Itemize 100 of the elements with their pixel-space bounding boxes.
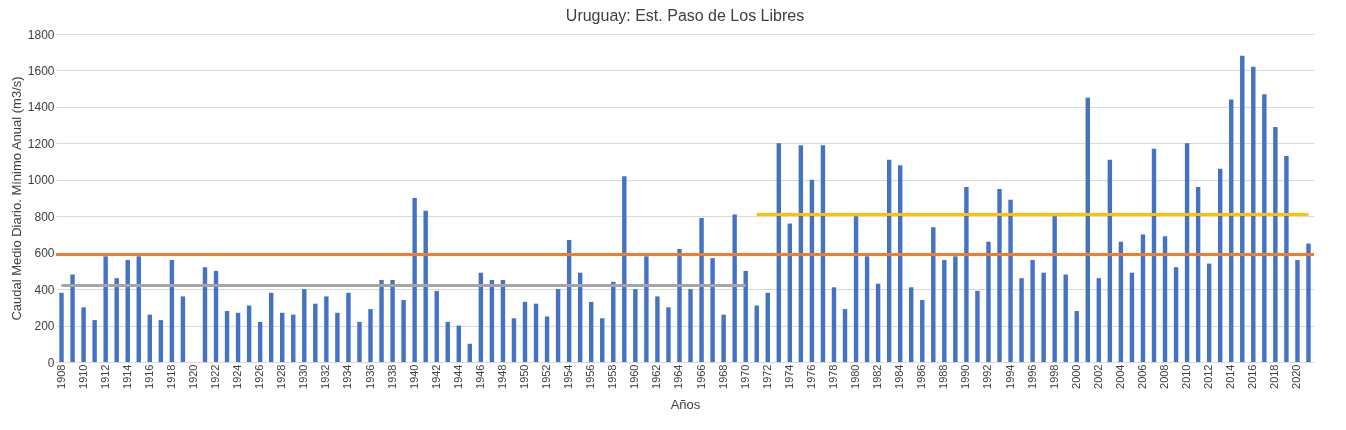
x-tick-label: 2020 <box>1290 364 1303 389</box>
x-tick-label: 1980 <box>849 364 862 389</box>
bar <box>180 296 186 362</box>
x-tick-label: 1930 <box>297 364 310 389</box>
chart-title: Uruguay: Est. Paso de Los Libres <box>565 7 805 24</box>
bar <box>754 305 759 362</box>
bar <box>555 289 561 362</box>
x-tick-label: 2008 <box>1158 364 1171 389</box>
x-tick-label: 1982 <box>871 364 884 389</box>
y-tick-label: 1400 <box>27 100 55 115</box>
x-tick-label: 1998 <box>1047 364 1060 389</box>
x-tick-label: 2000 <box>1069 364 1082 389</box>
x-tick-label: 1990 <box>959 364 972 389</box>
bar <box>92 320 97 362</box>
x-tick-label: 1924 <box>231 364 244 389</box>
bar <box>732 214 737 362</box>
bar <box>997 188 1002 362</box>
x-tick-label: 1984 <box>893 364 906 389</box>
x-tick-label: 1916 <box>142 364 155 389</box>
bar <box>1063 274 1068 362</box>
bar <box>346 292 351 362</box>
x-tick-label: 2004 <box>1113 364 1126 389</box>
bar <box>302 289 307 362</box>
bar <box>324 296 329 362</box>
x-tick-label: 1926 <box>253 364 266 389</box>
bar <box>70 274 75 362</box>
x-tick-label: 1962 <box>650 364 663 389</box>
x-tick-label: 1910 <box>76 364 89 389</box>
x-tick-label: 1986 <box>915 364 928 389</box>
bar <box>412 198 417 362</box>
x-tick-label: 1912 <box>98 364 111 389</box>
y-axis-title: Caudal Medio Diario. Mínimo Anual (m3/s) <box>8 76 24 321</box>
bar <box>1284 156 1289 362</box>
bar <box>765 292 770 362</box>
x-tick-label: 2014 <box>1224 364 1237 389</box>
bar <box>434 290 439 362</box>
bar <box>864 256 870 362</box>
bar <box>721 314 726 362</box>
bar <box>81 307 86 362</box>
y-tick-label: 1000 <box>27 173 55 188</box>
x-tick-label: 1908 <box>54 364 67 389</box>
bar <box>522 301 528 362</box>
bar <box>644 256 649 362</box>
y-tick-label: 1200 <box>27 136 55 151</box>
bar <box>390 280 395 362</box>
bar <box>1019 278 1024 362</box>
bar <box>1096 278 1102 362</box>
bar <box>842 309 848 362</box>
x-tick-label: 1974 <box>782 364 795 389</box>
y-tick-label: 800 <box>34 209 55 224</box>
x-tick-label: 1946 <box>473 364 486 389</box>
bar <box>158 320 164 362</box>
bar <box>975 290 980 362</box>
bar <box>655 296 660 362</box>
bar <box>600 318 605 362</box>
x-tick-label: 1948 <box>495 364 508 389</box>
x-tick-label: 1938 <box>385 364 398 389</box>
y-tick-label: 0 <box>47 355 55 370</box>
x-tick-label: 1988 <box>937 364 950 389</box>
bar <box>533 303 539 362</box>
x-tick-label: 1952 <box>540 364 553 389</box>
bar <box>1052 216 1057 362</box>
x-tick-label: 2012 <box>1202 364 1215 389</box>
bar <box>224 310 230 362</box>
x-tick-label: 1936 <box>363 364 376 389</box>
x-axis-title: Años <box>670 396 701 412</box>
x-tick-label: 2018 <box>1268 364 1281 389</box>
bar <box>103 256 108 362</box>
x-tick-label: 1914 <box>120 364 133 389</box>
bar <box>235 312 241 362</box>
bar <box>622 176 627 362</box>
bar <box>368 309 373 362</box>
bar <box>1295 259 1300 362</box>
bar <box>1173 267 1179 362</box>
bar <box>942 259 947 362</box>
y-tick-label: 1600 <box>27 63 55 78</box>
x-tick-label: 1958 <box>606 364 619 389</box>
bar <box>335 312 340 362</box>
bar <box>920 300 925 362</box>
bar <box>257 321 263 362</box>
bar <box>909 287 914 362</box>
bar <box>147 314 153 362</box>
bar <box>677 249 682 362</box>
x-tick-label: 1966 <box>694 364 707 389</box>
x-tick-label: 1994 <box>1003 364 1016 389</box>
x-tick-label: 1940 <box>407 364 420 389</box>
bar <box>313 303 318 362</box>
x-tick-label: 2016 <box>1246 364 1259 389</box>
bar <box>875 283 881 362</box>
bar <box>743 270 748 362</box>
x-tick-label: 1918 <box>164 364 177 389</box>
x-tick-label: 1932 <box>319 364 332 389</box>
y-tick-label: 200 <box>34 319 55 334</box>
x-tick-label: 1944 <box>451 364 464 389</box>
bar <box>986 241 991 362</box>
x-tick-label: 1950 <box>517 364 530 389</box>
bar <box>964 187 969 362</box>
bar <box>291 314 296 362</box>
bar <box>1262 94 1267 362</box>
x-tick-label: 1942 <box>429 364 442 389</box>
